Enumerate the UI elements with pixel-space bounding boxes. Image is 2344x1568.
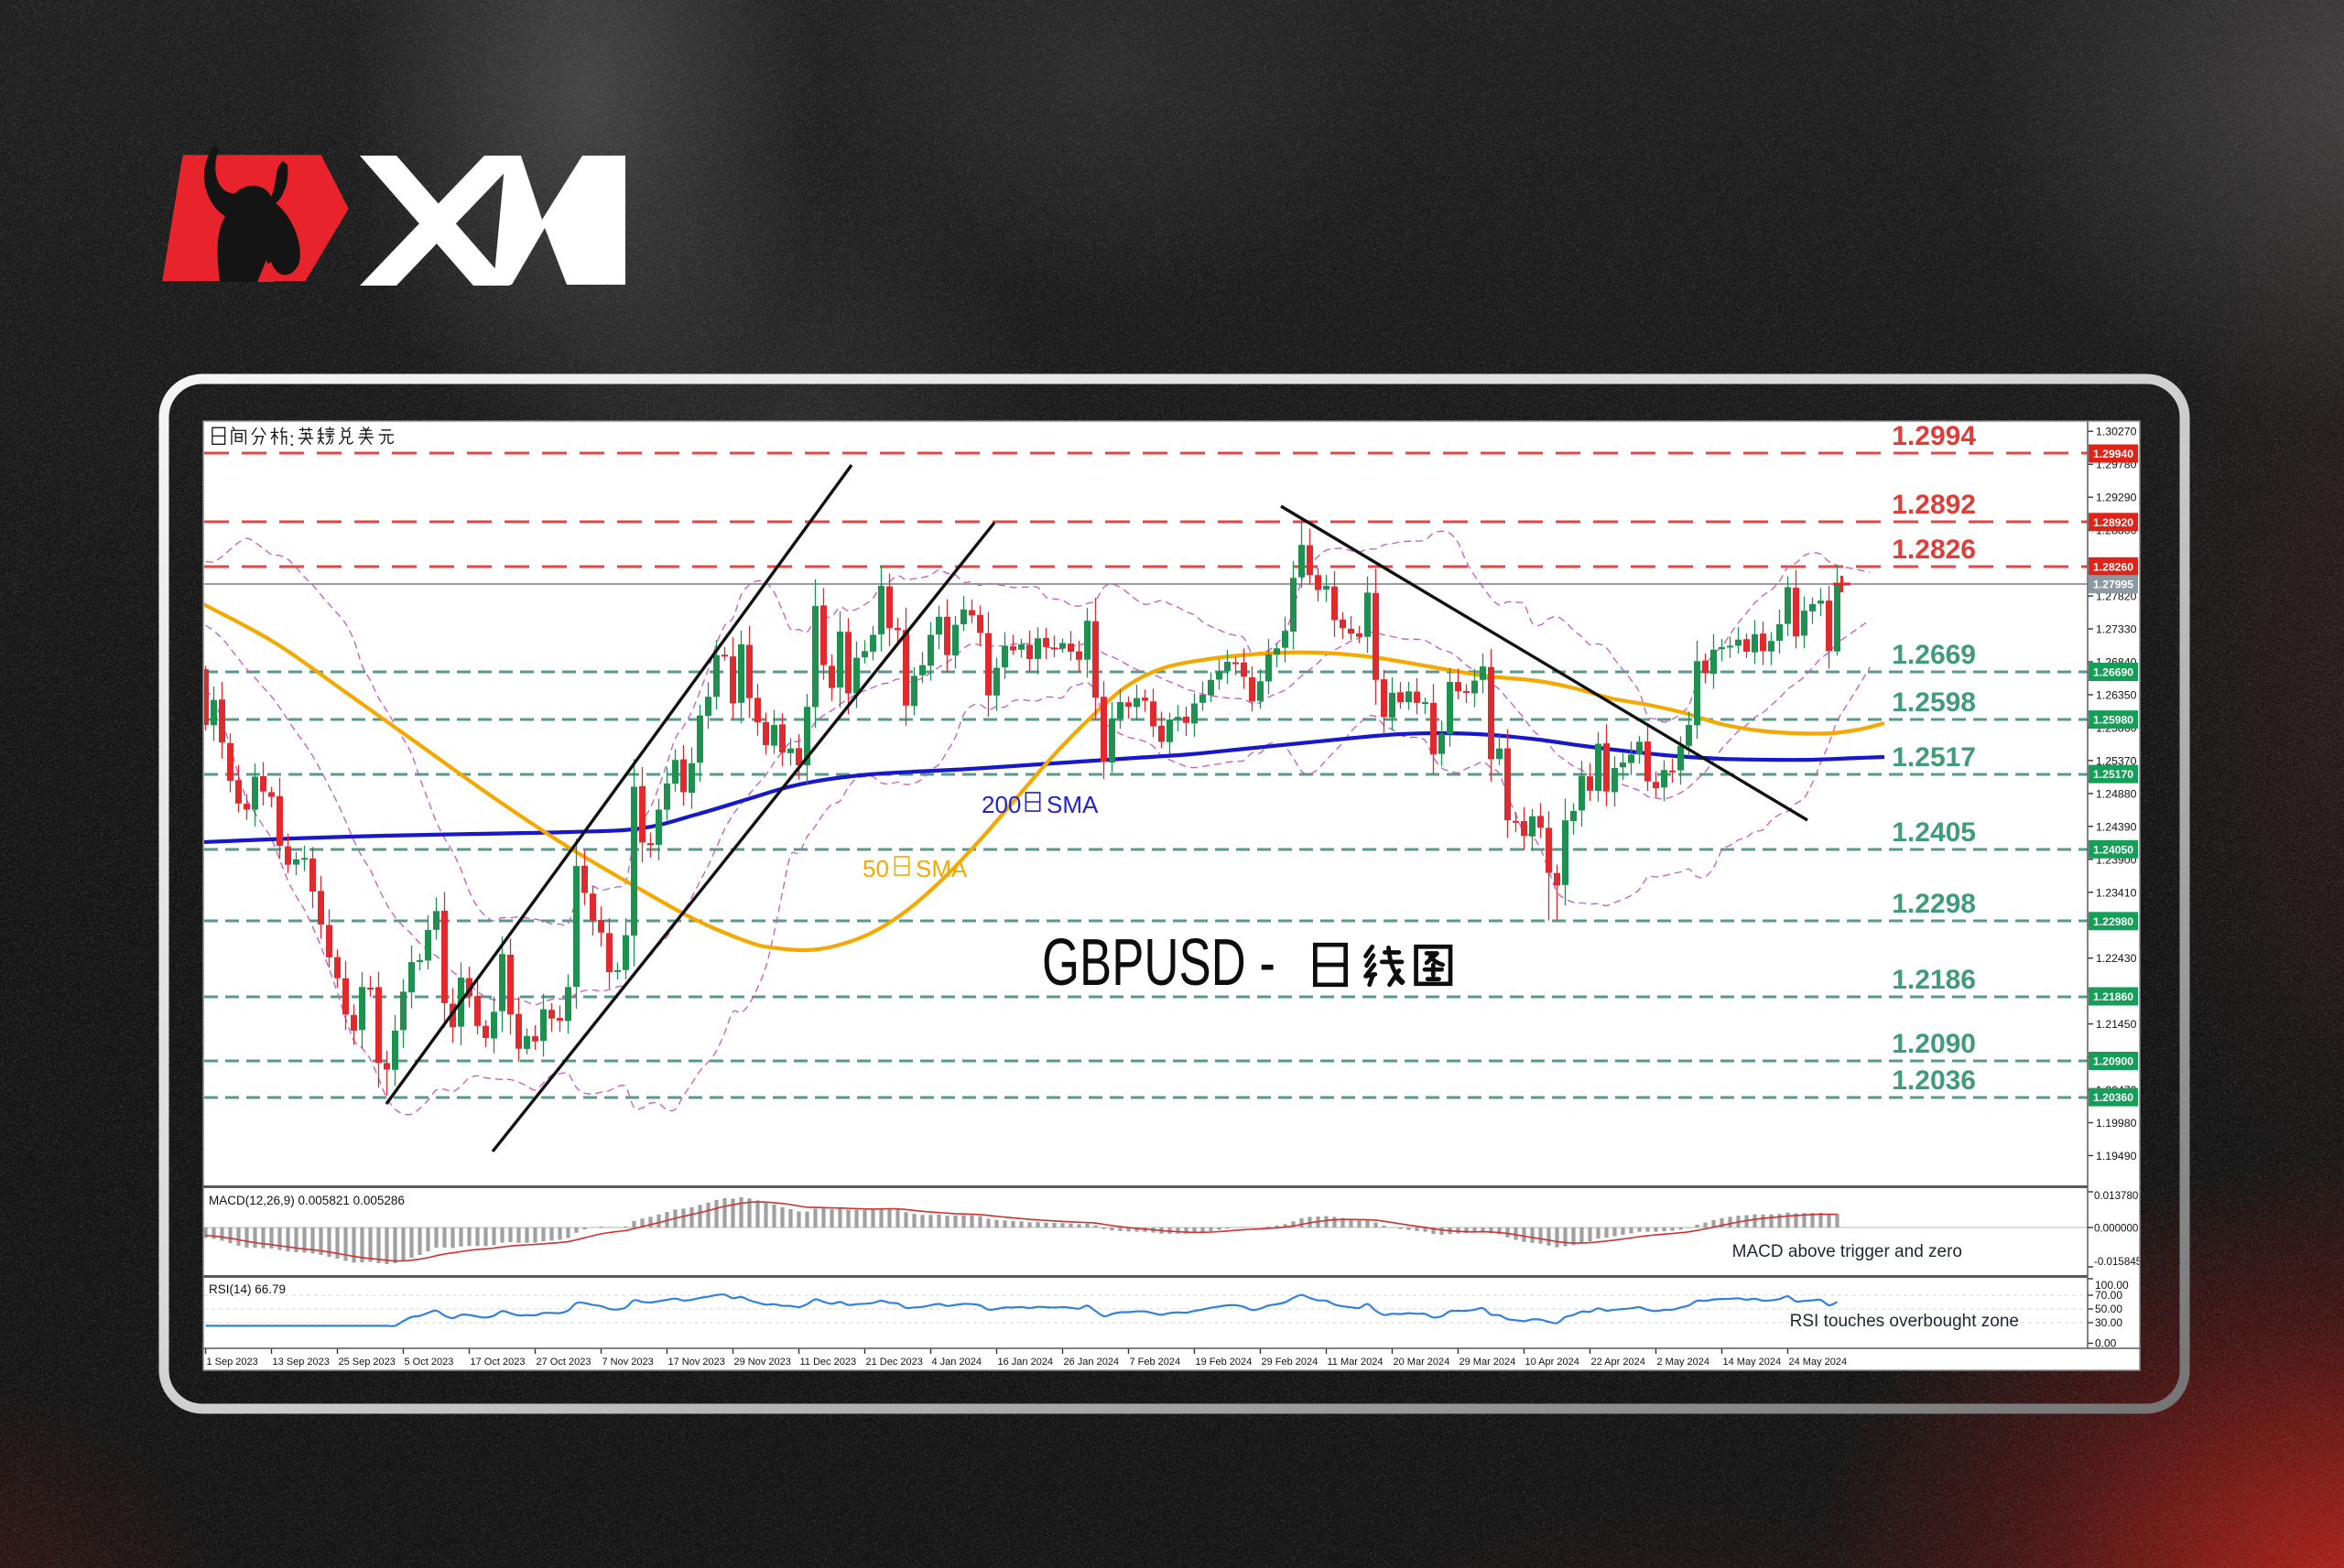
svg-text:22 Apr 2024: 22 Apr 2024 bbox=[1591, 1357, 1645, 1368]
svg-text:30.00: 30.00 bbox=[2095, 1316, 2122, 1329]
svg-text:RSI(14) 66.79: RSI(14) 66.79 bbox=[209, 1282, 286, 1296]
svg-text:5 Oct 2023: 5 Oct 2023 bbox=[405, 1357, 454, 1368]
svg-text:20 Mar 2024: 20 Mar 2024 bbox=[1394, 1357, 1450, 1368]
svg-text:1.22980: 1.22980 bbox=[2093, 915, 2133, 928]
svg-text:1.2405: 1.2405 bbox=[1892, 817, 1976, 848]
svg-text:SMA: SMA bbox=[916, 855, 968, 882]
svg-text:1.2186: 1.2186 bbox=[1892, 965, 1976, 995]
svg-text:1.29290: 1.29290 bbox=[2096, 492, 2137, 504]
svg-text:MACD above trigger and zero: MACD above trigger and zero bbox=[1732, 1242, 1962, 1261]
svg-text:MACD(12,26,9) 0.005821 0.00528: MACD(12,26,9) 0.005821 0.005286 bbox=[209, 1194, 405, 1207]
svg-text:70.00: 70.00 bbox=[2095, 1289, 2122, 1302]
svg-text:14 May 2024: 14 May 2024 bbox=[1723, 1357, 1782, 1368]
svg-text:1.2298: 1.2298 bbox=[1892, 889, 1976, 919]
svg-text:1.2826: 1.2826 bbox=[1892, 535, 1976, 565]
svg-text:24 May 2024: 24 May 2024 bbox=[1789, 1357, 1848, 1368]
svg-text:1.24050: 1.24050 bbox=[2093, 843, 2133, 856]
svg-text:1.20900: 1.20900 bbox=[2093, 1055, 2133, 1068]
svg-text:10 Apr 2024: 10 Apr 2024 bbox=[1525, 1357, 1579, 1368]
svg-text:1.29940: 1.29940 bbox=[2093, 448, 2133, 460]
svg-text:1.24390: 1.24390 bbox=[2096, 820, 2137, 833]
svg-text:1.2036: 1.2036 bbox=[1892, 1065, 1976, 1096]
svg-text:100.00: 100.00 bbox=[2095, 1279, 2129, 1292]
svg-text:1.25370: 1.25370 bbox=[2096, 754, 2137, 767]
svg-text:25 Sep 2023: 25 Sep 2023 bbox=[339, 1357, 396, 1368]
svg-text:1.25980: 1.25980 bbox=[2093, 714, 2133, 727]
svg-text:1.21860: 1.21860 bbox=[2093, 990, 2133, 1003]
svg-text:19 Feb 2024: 19 Feb 2024 bbox=[1196, 1357, 1253, 1368]
svg-text:17 Oct 2023: 17 Oct 2023 bbox=[471, 1357, 526, 1368]
svg-text:1.27330: 1.27330 bbox=[2096, 623, 2137, 636]
svg-text:29 Feb 2024: 29 Feb 2024 bbox=[1262, 1357, 1318, 1368]
svg-text:1.27995: 1.27995 bbox=[2093, 579, 2133, 591]
svg-text:1.28920: 1.28920 bbox=[2093, 516, 2133, 529]
svg-text:29 Nov 2023: 29 Nov 2023 bbox=[734, 1357, 791, 1368]
svg-text:1.2892: 1.2892 bbox=[1892, 490, 1976, 520]
svg-text:1.19490: 1.19490 bbox=[2096, 1150, 2137, 1162]
svg-text:1.22430: 1.22430 bbox=[2096, 952, 2137, 965]
svg-text:1.26690: 1.26690 bbox=[2093, 666, 2133, 679]
svg-text:50: 50 bbox=[863, 855, 889, 882]
svg-text:11 Dec 2023: 11 Dec 2023 bbox=[800, 1357, 857, 1368]
svg-text:21 Dec 2023: 21 Dec 2023 bbox=[866, 1357, 923, 1368]
svg-text:1.2994: 1.2994 bbox=[1892, 421, 1976, 451]
svg-text:SMA: SMA bbox=[1047, 791, 1099, 818]
svg-text:27 Oct 2023: 27 Oct 2023 bbox=[537, 1357, 591, 1368]
svg-text:7 Nov 2023: 7 Nov 2023 bbox=[602, 1357, 654, 1368]
svg-text:1.30270: 1.30270 bbox=[2096, 426, 2137, 438]
svg-text:1.24880: 1.24880 bbox=[2096, 787, 2137, 800]
svg-text:1.28260: 1.28260 bbox=[2093, 560, 2133, 573]
svg-text:RSI touches overbought zone: RSI touches overbought zone bbox=[1790, 1312, 2019, 1331]
svg-text:0.000000: 0.000000 bbox=[2094, 1223, 2138, 1235]
svg-text:0.00: 0.00 bbox=[2095, 1337, 2117, 1350]
svg-text:1.21450: 1.21450 bbox=[2096, 1018, 2137, 1031]
svg-text:7 Feb 2024: 7 Feb 2024 bbox=[1130, 1357, 1181, 1368]
svg-text:-0.015845: -0.015845 bbox=[2094, 1256, 2142, 1268]
svg-text:26 Jan 2024: 26 Jan 2024 bbox=[1064, 1357, 1120, 1368]
svg-text:1.25170: 1.25170 bbox=[2093, 768, 2133, 781]
svg-text:13 Sep 2023: 13 Sep 2023 bbox=[273, 1357, 330, 1368]
svg-text:1.2517: 1.2517 bbox=[1892, 742, 1976, 773]
svg-text:1.19980: 1.19980 bbox=[2096, 1117, 2137, 1130]
svg-text:16 Jan 2024: 16 Jan 2024 bbox=[998, 1357, 1054, 1368]
svg-text:1.26350: 1.26350 bbox=[2096, 689, 2137, 702]
svg-text:11 Mar 2024: 11 Mar 2024 bbox=[1328, 1357, 1384, 1368]
svg-text::: : bbox=[289, 428, 295, 450]
svg-text:2 May 2024: 2 May 2024 bbox=[1657, 1357, 1709, 1368]
svg-text:29 Mar 2024: 29 Mar 2024 bbox=[1460, 1357, 1516, 1368]
svg-text:1.2598: 1.2598 bbox=[1892, 687, 1976, 718]
svg-text:4 Jan 2024: 4 Jan 2024 bbox=[932, 1357, 982, 1368]
svg-text:1.23410: 1.23410 bbox=[2096, 886, 2137, 899]
svg-text:1.20360: 1.20360 bbox=[2093, 1091, 2133, 1104]
svg-text:200: 200 bbox=[982, 791, 1021, 818]
svg-text:1.2669: 1.2669 bbox=[1892, 640, 1976, 670]
svg-text:GBPUSD -: GBPUSD - bbox=[1042, 926, 1275, 1000]
svg-text:1 Sep 2023: 1 Sep 2023 bbox=[207, 1357, 258, 1368]
svg-text:17 Nov 2023: 17 Nov 2023 bbox=[668, 1357, 725, 1368]
svg-text:50.00: 50.00 bbox=[2095, 1303, 2122, 1315]
svg-text:1.2090: 1.2090 bbox=[1892, 1029, 1976, 1059]
svg-text:0.013780: 0.013780 bbox=[2094, 1190, 2138, 1202]
